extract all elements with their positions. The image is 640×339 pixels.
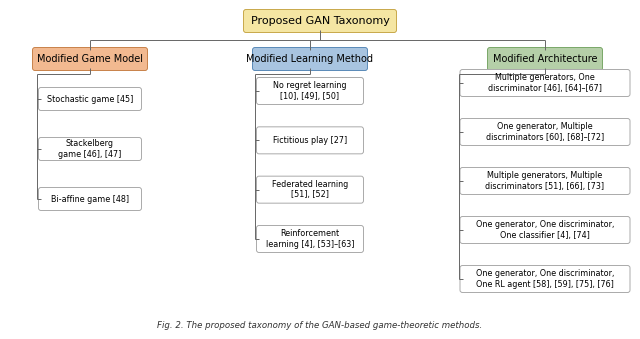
FancyBboxPatch shape	[488, 47, 602, 71]
FancyBboxPatch shape	[33, 47, 147, 71]
FancyBboxPatch shape	[257, 127, 364, 154]
Text: Multiple generators, Multiple
discriminators [51], [66], [73]: Multiple generators, Multiple discrimina…	[485, 171, 605, 191]
Text: Fictitious play [27]: Fictitious play [27]	[273, 136, 347, 145]
Text: Modified Game Model: Modified Game Model	[37, 54, 143, 64]
Text: Multiple generators, One
discriminator [46], [64]–[67]: Multiple generators, One discriminator […	[488, 73, 602, 93]
FancyBboxPatch shape	[460, 167, 630, 195]
Text: Stochastic game [45]: Stochastic game [45]	[47, 95, 133, 103]
FancyBboxPatch shape	[460, 119, 630, 145]
Text: Modified Learning Method: Modified Learning Method	[246, 54, 374, 64]
FancyBboxPatch shape	[38, 187, 141, 211]
FancyBboxPatch shape	[257, 176, 364, 203]
Text: Fig. 2. The proposed taxonomy of the GAN-based game-theoretic methods.: Fig. 2. The proposed taxonomy of the GAN…	[157, 320, 483, 330]
Text: Federated learning
[51], [52]: Federated learning [51], [52]	[272, 180, 348, 199]
Text: Proposed GAN Taxonomy: Proposed GAN Taxonomy	[251, 16, 389, 26]
Text: One generator, Multiple
discriminators [60], [68]–[72]: One generator, Multiple discriminators […	[486, 122, 604, 142]
Text: Bi-affine game [48]: Bi-affine game [48]	[51, 195, 129, 203]
Text: Reinforcement
learning [4], [53]–[63]: Reinforcement learning [4], [53]–[63]	[266, 229, 355, 249]
FancyBboxPatch shape	[243, 9, 397, 33]
Text: One generator, One discriminator,
One RL agent [58], [59], [75], [76]: One generator, One discriminator, One RL…	[476, 269, 614, 289]
FancyBboxPatch shape	[257, 78, 364, 104]
Text: Modified Architecture: Modified Architecture	[493, 54, 597, 64]
FancyBboxPatch shape	[253, 47, 367, 71]
FancyBboxPatch shape	[257, 225, 364, 253]
FancyBboxPatch shape	[38, 87, 141, 111]
FancyBboxPatch shape	[460, 69, 630, 97]
Text: One generator, One discriminator,
One classifier [4], [74]: One generator, One discriminator, One cl…	[476, 220, 614, 240]
FancyBboxPatch shape	[460, 265, 630, 293]
Text: No regret learning
[10], [49], [50]: No regret learning [10], [49], [50]	[273, 81, 347, 101]
FancyBboxPatch shape	[38, 138, 141, 160]
FancyBboxPatch shape	[460, 217, 630, 243]
Text: Stackelberg
game [46], [47]: Stackelberg game [46], [47]	[58, 139, 122, 159]
